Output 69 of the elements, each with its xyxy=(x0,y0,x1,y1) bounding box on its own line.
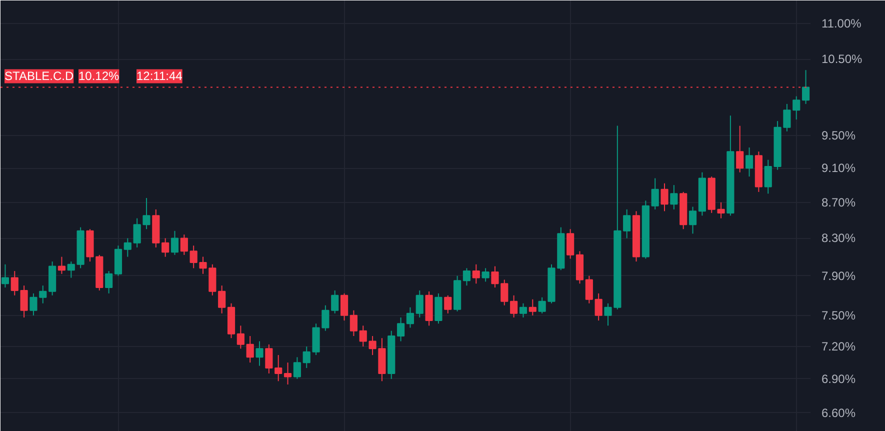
candlestick xyxy=(208,264,216,296)
candlestick xyxy=(350,310,358,337)
candlestick xyxy=(491,266,499,288)
candlestick xyxy=(651,178,659,210)
candlestick xyxy=(434,292,442,324)
candlestick xyxy=(340,292,348,322)
y-tick-label: 6.90% xyxy=(822,372,856,386)
y-tick-label: 7.90% xyxy=(822,268,856,283)
candlestick xyxy=(39,285,47,304)
candlestick xyxy=(745,146,754,178)
candlestick xyxy=(256,340,264,366)
candlestick xyxy=(594,292,602,322)
candlestick xyxy=(180,234,188,256)
candlestick xyxy=(293,356,301,380)
candlestick xyxy=(331,290,339,314)
candlestick xyxy=(236,325,244,350)
candlestick xyxy=(1,264,10,288)
y-tick-label: 7.20% xyxy=(822,340,856,354)
candlestick xyxy=(67,261,75,278)
candlestick xyxy=(284,362,292,385)
candlestick xyxy=(802,70,810,104)
y-tick-label: 8.30% xyxy=(822,231,856,246)
candlestick xyxy=(717,202,725,219)
annotation: 12:11:44 xyxy=(136,69,183,84)
candlestick xyxy=(764,159,772,194)
candlestick xyxy=(482,268,490,282)
candlestick xyxy=(396,316,405,342)
candlestick xyxy=(510,294,518,318)
annotation: 10.12% xyxy=(78,69,120,84)
candlestick xyxy=(585,275,593,304)
candlestick xyxy=(246,336,254,364)
y-tick-label: 9.10% xyxy=(822,161,856,176)
y-tick-label: 8.70% xyxy=(822,195,856,210)
candlestick xyxy=(416,290,424,318)
y-tick-label: 6.60% xyxy=(822,406,856,420)
candlestick xyxy=(124,238,132,258)
candlestick xyxy=(30,292,38,316)
candlestick xyxy=(472,264,480,284)
candlestick xyxy=(105,270,113,294)
candlestick xyxy=(566,228,574,260)
candlestick xyxy=(462,268,471,286)
legend-label: STABLE.C.D xyxy=(4,69,74,84)
candlestick xyxy=(623,208,631,239)
y-tick-label: 7.50% xyxy=(822,308,856,322)
candlestick xyxy=(133,218,141,248)
candlestick xyxy=(670,184,678,210)
candlestick xyxy=(528,298,536,316)
candlestick xyxy=(265,344,273,374)
candlestick xyxy=(444,294,452,314)
candlestick xyxy=(170,230,179,256)
candlestick xyxy=(688,206,697,234)
candlestick xyxy=(500,279,508,306)
candlestick xyxy=(406,306,414,328)
candlestick xyxy=(10,270,18,296)
candlestick xyxy=(218,285,226,314)
candlestick xyxy=(736,125,744,173)
candlestick xyxy=(274,354,282,382)
candlestick xyxy=(142,198,150,230)
candlestick xyxy=(20,285,28,318)
candlestick xyxy=(199,256,207,274)
candlestick xyxy=(660,182,668,212)
candlestick xyxy=(604,302,612,326)
candlestick xyxy=(58,256,66,274)
y-tick-label: 11.00% xyxy=(822,16,862,31)
candlestick xyxy=(190,245,198,269)
y-tick-label: 10.50% xyxy=(822,52,863,66)
candlestick xyxy=(162,238,170,258)
candlestick xyxy=(519,302,528,318)
y-tick-label: 9.50% xyxy=(822,128,856,142)
